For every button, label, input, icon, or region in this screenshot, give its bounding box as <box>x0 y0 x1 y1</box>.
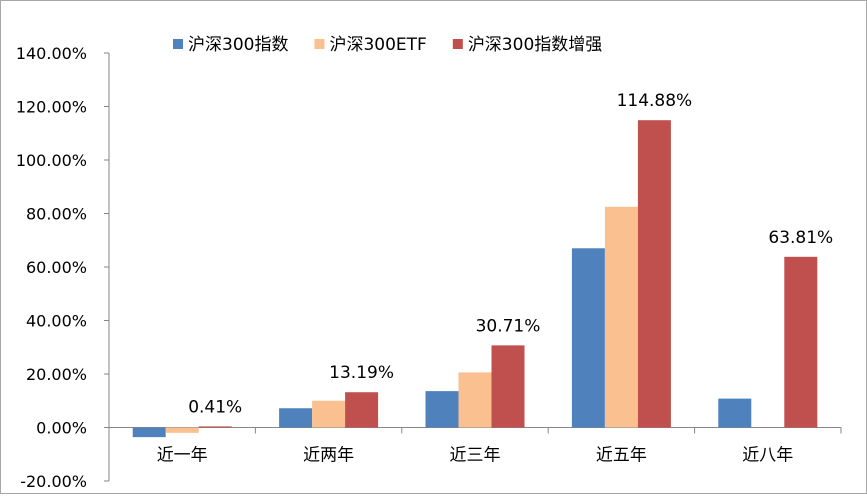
data-label: 13.19% <box>329 363 394 383</box>
legend-swatch <box>452 39 463 49</box>
bar <box>198 426 232 428</box>
bar <box>571 248 605 428</box>
legend-label: 沪深300指数 <box>188 35 288 55</box>
bar <box>637 120 671 428</box>
bar <box>425 391 459 428</box>
legend-swatch <box>314 39 325 49</box>
x-tick-label: 近三年 <box>450 446 501 466</box>
y-tick-label: 20.00% <box>26 365 87 384</box>
bar <box>491 345 525 428</box>
y-tick-label: 0.00% <box>36 419 87 438</box>
bar <box>345 392 379 428</box>
data-labels: 0.41% 13.19% 30.71% 114.88% 63.81% <box>188 91 833 417</box>
legend: 沪深300指数 沪深300ETF 沪深300指数增强 <box>173 35 602 55</box>
legend-label: 沪深300指数增强 <box>468 35 602 55</box>
x-axis: 近一年 近两年 近三年 近五年 近八年 <box>108 427 842 466</box>
bar <box>458 372 492 428</box>
bar <box>718 398 752 428</box>
bar <box>165 427 199 433</box>
bar <box>784 256 818 428</box>
y-tick-label: -20.00% <box>20 472 87 491</box>
y-tick-label: 100.00% <box>16 151 87 170</box>
legend-label: 沪深300ETF <box>329 35 426 55</box>
data-label: 114.88% <box>617 91 693 111</box>
x-tick-label: 近五年 <box>596 446 647 466</box>
x-tick-label: 近两年 <box>303 446 354 466</box>
x-tick-label: 近八年 <box>742 446 793 466</box>
bars <box>132 120 818 438</box>
legend-swatch <box>173 39 183 49</box>
bar <box>312 400 346 428</box>
y-axis: -20.00% 0.00% 20.00% 40.00% 60.00% 80.00% 100.… <box>16 44 110 491</box>
bar <box>604 206 638 428</box>
y-tick-label: 60.00% <box>26 258 87 277</box>
bar <box>279 408 313 428</box>
bar <box>132 427 166 438</box>
y-tick-label: 140.00% <box>16 44 87 63</box>
data-label: 30.71% <box>476 316 541 336</box>
x-tick-label: 近一年 <box>157 446 208 466</box>
data-label: 63.81% <box>768 228 833 248</box>
data-label: 0.41% <box>188 397 242 417</box>
y-tick-label: 80.00% <box>26 205 87 224</box>
y-tick-label: 40.00% <box>26 312 87 331</box>
y-tick-label: 120.00% <box>16 98 87 117</box>
